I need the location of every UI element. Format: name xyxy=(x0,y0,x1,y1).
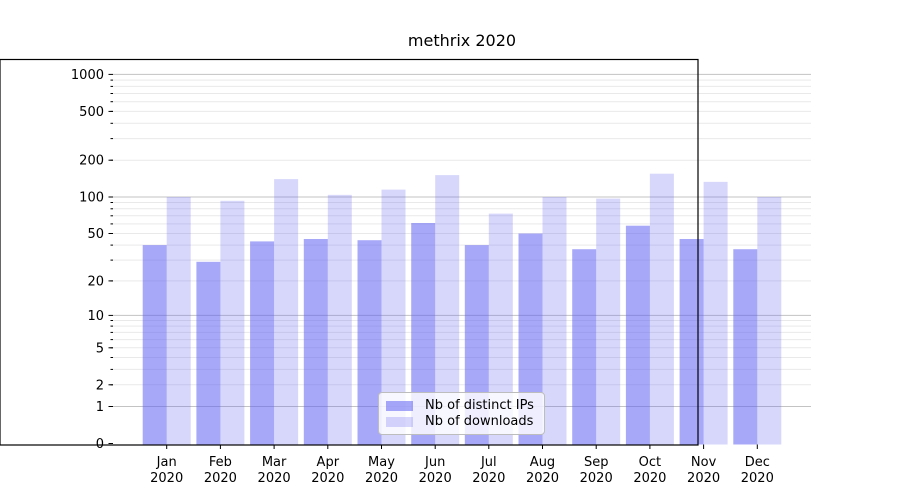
bar-downloads xyxy=(274,179,299,445)
bar-downloads xyxy=(327,194,352,445)
x-tick-label-year: 2020 xyxy=(204,471,237,486)
y-tick-label: 2 xyxy=(96,378,104,393)
bar-downloads xyxy=(703,181,728,445)
legend-row-distinct-ips: Nb of distinct IPs xyxy=(386,398,535,413)
y-tick-label: 500 xyxy=(79,105,104,120)
x-tick-label-month: Jun xyxy=(424,455,445,470)
x-tick-label-month: Oct xyxy=(639,455,661,470)
legend-swatch-downloads xyxy=(386,416,413,427)
y-tick-label: 1 xyxy=(96,400,104,415)
x-tick-label-month: Apr xyxy=(317,455,340,470)
bar-distinct-ips xyxy=(679,239,704,445)
bar-distinct-ips xyxy=(196,261,221,445)
x-tick-label-month: Dec xyxy=(745,455,770,470)
x-tick-label-month: Mar xyxy=(262,455,287,470)
legend-label-distinct-ips: Nb of distinct IPs xyxy=(425,398,534,413)
x-tick-label-month: Jan xyxy=(156,455,177,470)
x-tick-label-year: 2020 xyxy=(258,471,291,486)
y-tick-label: 5 xyxy=(96,341,104,356)
y-tick-label: 200 xyxy=(79,154,104,169)
bar-distinct-ips xyxy=(250,241,275,445)
bar-downloads xyxy=(542,197,567,445)
x-tick-label-year: 2020 xyxy=(150,471,183,486)
legend-row-downloads: Nb of downloads xyxy=(386,414,535,429)
y-tick-label: 20 xyxy=(87,274,104,289)
x-tick-label-year: 2020 xyxy=(526,471,559,486)
bar-distinct-ips xyxy=(733,249,758,445)
x-tick-label-month: Feb xyxy=(209,455,232,470)
bar-downloads xyxy=(649,173,674,445)
y-tick-label: 10 xyxy=(87,309,104,324)
plot-border xyxy=(0,58,699,446)
x-tick-label-month: Sep xyxy=(584,455,609,470)
x-tick-label-year: 2020 xyxy=(580,471,613,486)
y-tick-label: 1000 xyxy=(71,68,104,83)
bar-downloads xyxy=(596,198,621,445)
bar-downloads xyxy=(757,197,782,445)
bar-distinct-ips xyxy=(142,245,167,445)
x-tick-label-year: 2020 xyxy=(687,471,720,486)
bar-downloads xyxy=(166,197,191,445)
bar-distinct-ips xyxy=(572,249,597,445)
x-tick-label-year: 2020 xyxy=(311,471,344,486)
x-tick-label-year: 2020 xyxy=(472,471,505,486)
x-tick-label-year: 2020 xyxy=(419,471,452,486)
legend: Nb of distinct IPs Nb of downloads xyxy=(378,392,545,435)
x-tick-label-month: May xyxy=(368,455,395,470)
bar-distinct-ips xyxy=(357,240,382,445)
x-tick-label-month: Jul xyxy=(480,455,497,470)
bar-downloads xyxy=(220,200,245,445)
y-tick-label: 50 xyxy=(87,227,104,242)
x-tick-label-year: 2020 xyxy=(633,471,666,486)
bar-distinct-ips xyxy=(625,225,650,445)
x-tick-label-year: 2020 xyxy=(365,471,398,486)
x-tick-label-year: 2020 xyxy=(741,471,774,486)
x-tick-label-month: Aug xyxy=(530,455,555,470)
chart-title: methrix 2020 xyxy=(407,31,517,50)
y-tick-label: 100 xyxy=(79,191,104,206)
legend-label-downloads: Nb of downloads xyxy=(425,414,534,429)
legend-swatch-distinct-ips xyxy=(386,400,413,411)
x-tick-label-month: Nov xyxy=(691,455,717,470)
bar-distinct-ips xyxy=(303,239,328,445)
